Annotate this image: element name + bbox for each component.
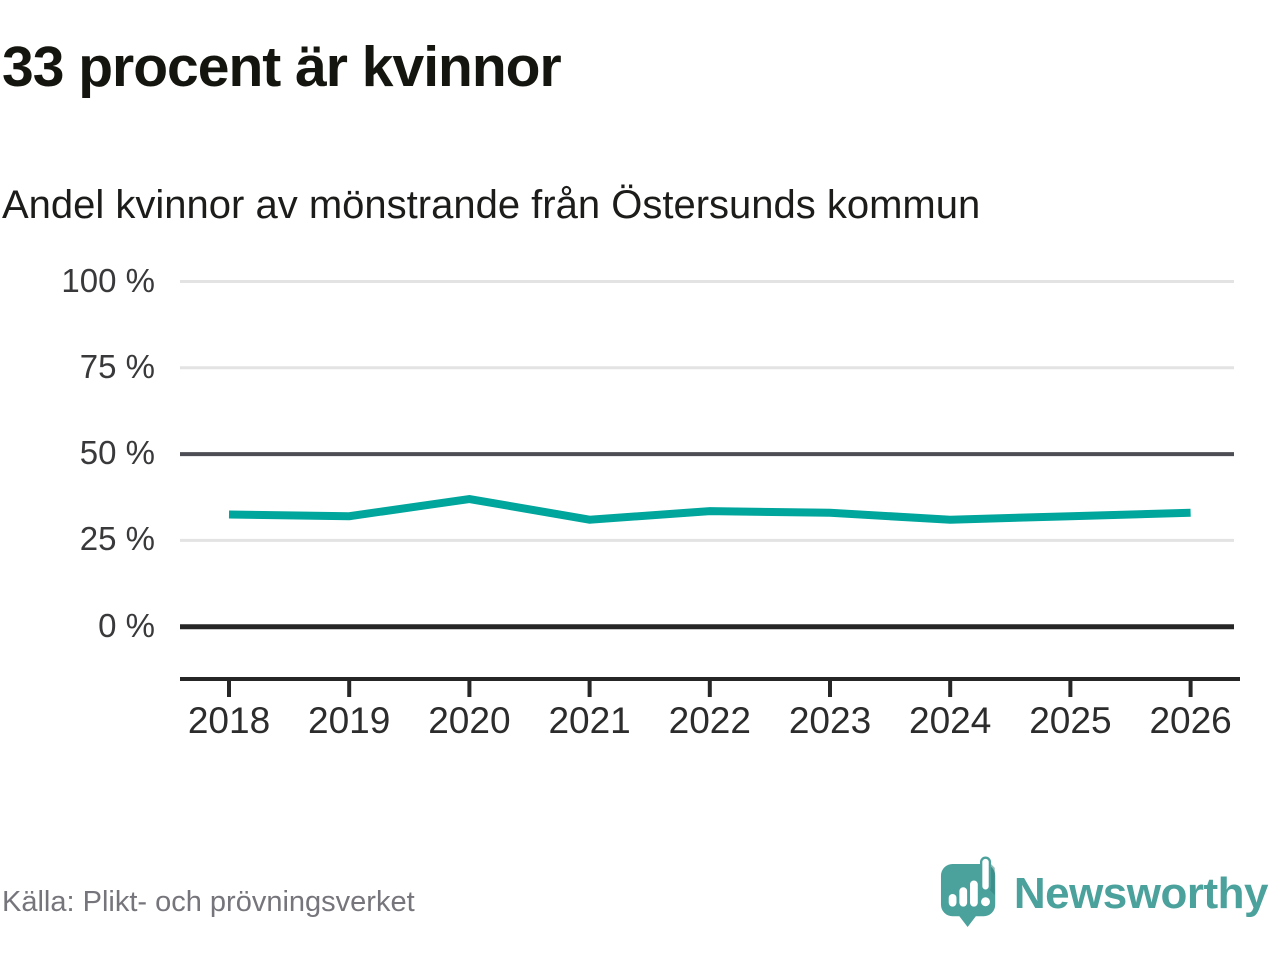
logo-exclamation-dot xyxy=(980,897,990,907)
x-tick-label-2026: 2026 xyxy=(1149,700,1232,741)
y-tick-label-25: 25 % xyxy=(79,520,155,558)
trend-line xyxy=(228,494,1191,524)
y-tick-label-75: 75 % xyxy=(79,348,155,386)
logo-bar-small xyxy=(948,894,957,907)
page-title: 33 procent är kvinnor xyxy=(2,35,562,99)
source-note: Källa: Plikt- och prövningsverket xyxy=(2,886,415,918)
x-tick-label-2022: 2022 xyxy=(668,700,751,741)
x-tick-label-2021: 2021 xyxy=(548,700,631,741)
y-tick-label-0: 0 % xyxy=(98,606,155,644)
x-tick-label-2020: 2020 xyxy=(428,700,511,741)
y-tick-label-100: 100 % xyxy=(61,261,155,299)
logo-bar-large xyxy=(969,880,978,907)
x-tick-label-2024: 2024 xyxy=(909,700,992,741)
chart-subtitle: Andel kvinnor av mönstrande från Östersu… xyxy=(2,183,981,227)
x-tick-label-2025: 2025 xyxy=(1029,700,1112,741)
x-tick-label-2019: 2019 xyxy=(308,700,391,741)
logo-exclamation-bar xyxy=(979,856,991,892)
newsworthy-logo-icon xyxy=(940,856,996,927)
x-tick-label-2023: 2023 xyxy=(788,700,872,741)
y-tick-label-50: 50 % xyxy=(79,434,155,472)
brand-footer: Newsworthy xyxy=(940,856,1269,932)
brand-name: Newsworthy xyxy=(1013,869,1269,918)
logo-bar-medium xyxy=(959,887,967,907)
x-tick-label-2018: 2018 xyxy=(187,700,271,741)
